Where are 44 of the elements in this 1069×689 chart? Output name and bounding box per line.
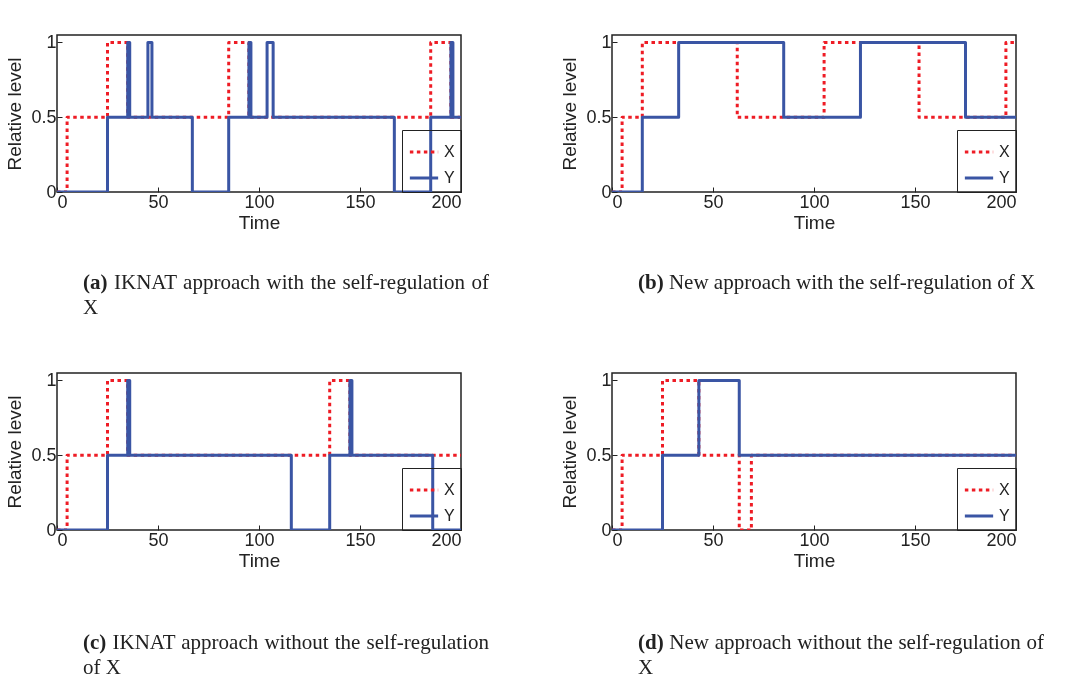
- legend-label: X: [999, 143, 1010, 160]
- x-tick-label: 50: [703, 191, 724, 212]
- text: (d) New approach without the self-regulation of X: [638, 630, 1044, 680]
- legend-label: Y: [444, 169, 455, 186]
- x-tick-label: 50: [703, 529, 724, 550]
- x-axis-title: Time: [793, 549, 836, 571]
- y-axis-title: Relative level: [4, 57, 26, 171]
- y-tick-label: 0.5: [31, 444, 57, 465]
- x-tick-label: 100: [244, 191, 275, 212]
- x-tick-label: 150: [900, 529, 931, 550]
- text: (c) IKNAT approach without the self-regulation of X: [83, 630, 489, 680]
- y-axis-title: Relative level: [559, 395, 581, 509]
- x-tick-label: 50: [148, 191, 169, 212]
- x-tick-label: 100: [799, 191, 830, 212]
- y-tick-label: 0.5: [586, 444, 612, 465]
- x-tick-label: 100: [244, 529, 275, 550]
- y-tick-label: 1: [46, 31, 57, 52]
- x-tick-label: 200: [431, 529, 462, 550]
- x-axis-title: Time: [238, 211, 281, 233]
- y-tick-label: 0.5: [31, 106, 57, 127]
- y-axis-title: Relative level: [4, 395, 26, 509]
- x-tick-label: 200: [431, 191, 462, 212]
- x-tick-label: 200: [986, 529, 1017, 550]
- y-tick-label: 1: [601, 31, 612, 52]
- text: (a) IKNAT approach with the self-regulation of X: [83, 270, 489, 320]
- x-tick-label: 150: [900, 191, 931, 212]
- legend-label: Y: [999, 169, 1010, 186]
- x-tick-label: 150: [345, 529, 376, 550]
- y-tick-label: 1: [601, 369, 612, 390]
- text: (b) New approach with the self-regulation of X: [638, 270, 1037, 295]
- legend-label: X: [444, 481, 455, 498]
- y-axis-title: Relative level: [559, 57, 581, 171]
- legend-label: X: [999, 481, 1010, 498]
- x-tick-label: 200: [986, 191, 1017, 212]
- x-axis-title: Time: [238, 549, 281, 571]
- y-tick-label: 1: [46, 369, 57, 390]
- legend-label: Y: [444, 507, 455, 524]
- legend-label: X: [444, 143, 455, 160]
- x-tick-label: 100: [799, 529, 830, 550]
- x-tick-label: 50: [148, 529, 169, 550]
- legend-label: Y: [999, 507, 1010, 524]
- x-axis-title: Time: [793, 211, 836, 233]
- x-tick-label: 150: [345, 191, 376, 212]
- y-tick-label: 0.5: [586, 106, 612, 127]
